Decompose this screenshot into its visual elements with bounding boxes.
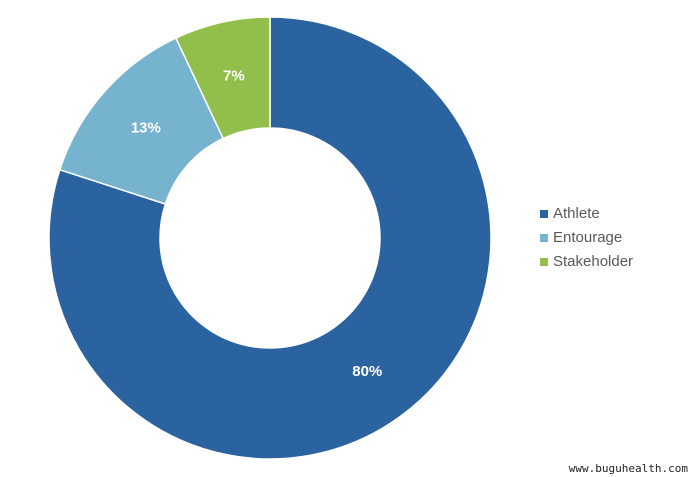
legend-swatch [540, 234, 548, 242]
slice [174, 16, 271, 140]
legend-label: Athlete [553, 205, 600, 222]
value-label: 13% [131, 120, 161, 137]
value-label: 7% [223, 67, 245, 84]
value-label: 80% [352, 363, 382, 380]
legend-label: Entourage [553, 229, 622, 246]
legend-label: Stakeholder [553, 253, 633, 270]
legend-swatch [540, 210, 548, 218]
legend-swatch [540, 258, 548, 266]
watermark: www.buguhealth.com [569, 462, 689, 475]
slice [48, 16, 492, 460]
